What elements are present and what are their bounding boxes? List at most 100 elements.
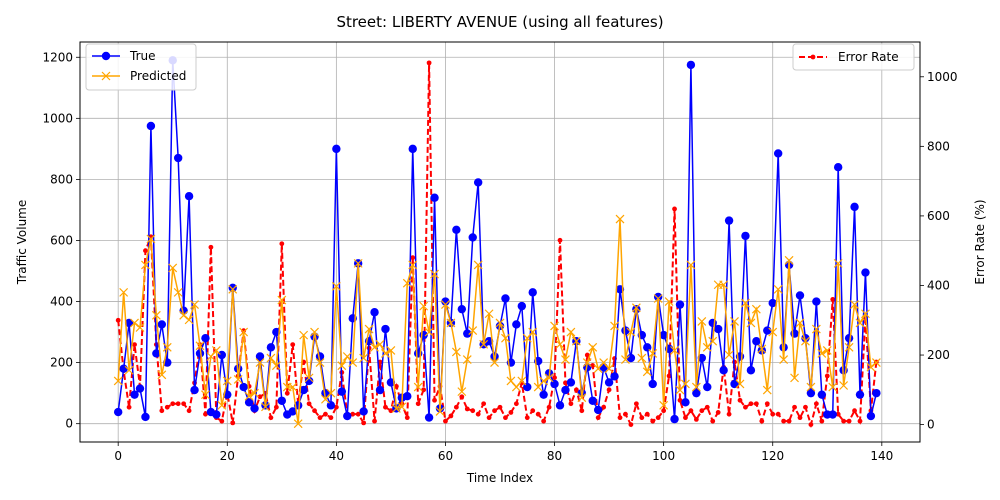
marker-stroke xyxy=(370,342,379,352)
data-point xyxy=(655,415,661,421)
data-point xyxy=(130,318,139,328)
data-point xyxy=(475,411,481,417)
data-point xyxy=(866,411,876,421)
data-point xyxy=(157,370,167,380)
data-point xyxy=(846,418,852,424)
data-point xyxy=(375,385,385,395)
data-point xyxy=(219,418,225,424)
data-point xyxy=(421,387,427,393)
marker-stroke xyxy=(544,373,554,383)
data-point xyxy=(353,258,363,268)
marker-stroke xyxy=(664,297,674,306)
data-point xyxy=(839,381,849,390)
marker-stroke xyxy=(604,364,614,374)
data-point xyxy=(566,378,576,387)
data-point xyxy=(443,418,448,424)
data-point xyxy=(230,420,236,426)
plot-frame xyxy=(79,41,921,443)
data-point xyxy=(579,408,585,414)
data-point xyxy=(824,373,830,379)
data-point xyxy=(768,298,777,308)
data-point xyxy=(359,353,369,363)
marker-stroke xyxy=(779,355,789,364)
data-point xyxy=(819,418,825,424)
data-point xyxy=(446,318,456,328)
data-point xyxy=(101,71,111,81)
marker-stroke xyxy=(822,345,832,355)
marker-stroke xyxy=(615,214,625,224)
data-point xyxy=(528,288,537,297)
data-point xyxy=(861,268,870,277)
data-point xyxy=(424,413,434,422)
data-point xyxy=(795,291,805,300)
data-point xyxy=(146,121,156,131)
data-point xyxy=(557,237,563,243)
data-point xyxy=(822,345,832,355)
y-tick-left-label: 1000 xyxy=(42,111,73,125)
data-point xyxy=(544,373,554,383)
data-point xyxy=(503,415,508,421)
data-point xyxy=(495,318,505,328)
marker-stroke xyxy=(528,327,538,337)
data-point xyxy=(490,358,499,368)
data-point xyxy=(628,422,634,428)
series-line xyxy=(117,62,878,429)
data-point xyxy=(293,419,303,429)
marker-stroke xyxy=(582,358,592,368)
data-point xyxy=(735,379,745,389)
data-point xyxy=(568,401,574,407)
data-point xyxy=(279,241,285,247)
data-point xyxy=(299,385,308,395)
data-point xyxy=(462,355,472,364)
data-point xyxy=(637,353,647,363)
data-point xyxy=(463,329,472,338)
marker-stroke xyxy=(817,349,827,358)
data-point xyxy=(833,162,843,172)
data-point xyxy=(615,214,625,224)
y-axis-right: 0 200 400 600 800 1000 xyxy=(920,70,958,432)
y-axis-left-label: Traffic Volume xyxy=(15,200,29,286)
marker-stroke xyxy=(337,361,347,371)
data-point xyxy=(404,415,410,421)
legend-entry: Error Rate xyxy=(799,50,899,64)
data-point xyxy=(370,342,379,352)
data-point xyxy=(419,301,429,311)
data-point xyxy=(435,407,445,416)
data-point xyxy=(719,366,728,375)
marker-stroke xyxy=(162,342,172,352)
data-point xyxy=(201,390,210,400)
data-point xyxy=(683,415,688,421)
data-point xyxy=(124,318,134,328)
data-point xyxy=(337,361,347,371)
data-point xyxy=(288,407,297,416)
data-point xyxy=(555,339,565,349)
data-point xyxy=(359,407,368,416)
data-point xyxy=(855,390,865,399)
data-point xyxy=(141,260,150,270)
marker-stroke xyxy=(506,376,516,386)
data-point xyxy=(595,415,601,421)
data-point xyxy=(408,260,418,270)
data-point xyxy=(168,263,178,273)
data-point xyxy=(244,398,254,407)
data-point xyxy=(157,320,167,329)
data-point xyxy=(703,382,712,392)
data-point xyxy=(228,283,237,293)
marker-stroke xyxy=(621,355,630,364)
data-point xyxy=(468,233,477,242)
marker-stroke xyxy=(806,382,816,392)
marker-stroke xyxy=(670,345,679,355)
marker-stroke xyxy=(681,379,690,389)
data-point xyxy=(691,382,701,392)
data-point xyxy=(604,364,614,374)
marker-stroke xyxy=(130,318,139,328)
marker-stroke xyxy=(217,400,227,410)
legend-right: Error Rate xyxy=(792,43,915,71)
y-tick-right-label: 0 xyxy=(927,418,935,432)
marker-stroke xyxy=(599,358,609,368)
data-point xyxy=(497,404,503,410)
data-point xyxy=(828,410,837,419)
marker-stroke xyxy=(288,382,298,392)
marker-stroke xyxy=(517,376,527,386)
